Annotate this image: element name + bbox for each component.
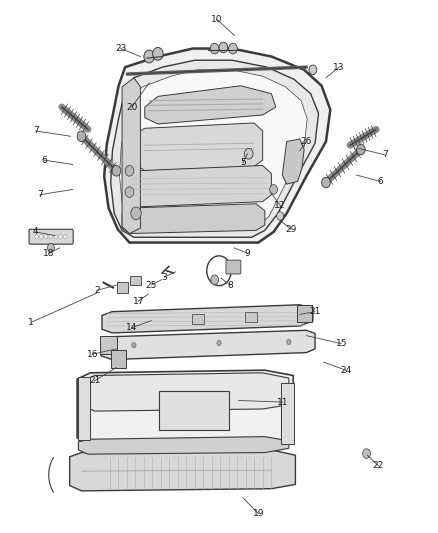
Circle shape	[35, 235, 38, 239]
FancyBboxPatch shape	[29, 229, 73, 244]
Circle shape	[44, 235, 48, 239]
Circle shape	[125, 187, 134, 197]
Circle shape	[39, 235, 43, 239]
Text: 4: 4	[33, 228, 39, 237]
FancyBboxPatch shape	[159, 391, 229, 430]
Polygon shape	[111, 60, 318, 237]
Text: 20: 20	[126, 102, 138, 111]
Text: 23: 23	[115, 44, 127, 53]
Text: 3: 3	[162, 273, 167, 281]
Circle shape	[270, 184, 278, 194]
Circle shape	[287, 340, 291, 345]
Circle shape	[144, 50, 154, 63]
Circle shape	[131, 207, 141, 220]
Polygon shape	[101, 330, 315, 360]
Text: 22: 22	[373, 462, 384, 470]
Polygon shape	[283, 139, 304, 184]
FancyBboxPatch shape	[111, 351, 126, 368]
Text: 6: 6	[378, 177, 383, 186]
Circle shape	[47, 244, 54, 252]
Text: 7: 7	[33, 126, 39, 135]
Polygon shape	[145, 86, 276, 124]
Text: 12: 12	[275, 201, 286, 210]
Text: 7: 7	[382, 150, 388, 159]
Circle shape	[64, 235, 67, 239]
Text: 6: 6	[42, 156, 47, 165]
Text: 5: 5	[240, 158, 246, 167]
Text: 17: 17	[132, 296, 144, 305]
FancyBboxPatch shape	[117, 282, 128, 293]
Circle shape	[210, 43, 219, 54]
Circle shape	[229, 43, 237, 54]
Polygon shape	[104, 49, 330, 243]
Polygon shape	[102, 305, 313, 333]
Circle shape	[59, 235, 62, 239]
Text: 10: 10	[211, 15, 223, 24]
Polygon shape	[122, 204, 265, 233]
Circle shape	[77, 131, 86, 142]
Circle shape	[357, 144, 365, 155]
Text: 14: 14	[126, 323, 138, 332]
Circle shape	[309, 65, 317, 75]
Text: 29: 29	[285, 225, 297, 234]
Text: 13: 13	[333, 63, 345, 71]
Circle shape	[277, 212, 284, 220]
Polygon shape	[136, 123, 263, 171]
FancyBboxPatch shape	[192, 314, 204, 325]
Circle shape	[152, 47, 163, 60]
Circle shape	[219, 42, 228, 53]
Text: 15: 15	[336, 339, 347, 348]
Circle shape	[112, 165, 121, 176]
Polygon shape	[84, 373, 289, 411]
Circle shape	[125, 165, 134, 176]
Text: 2: 2	[94, 286, 99, 295]
Polygon shape	[78, 437, 289, 454]
FancyBboxPatch shape	[100, 336, 117, 354]
Circle shape	[211, 275, 219, 285]
Text: 7: 7	[37, 190, 43, 199]
FancyBboxPatch shape	[131, 276, 141, 285]
FancyBboxPatch shape	[297, 305, 311, 322]
Text: 18: 18	[43, 249, 54, 258]
Text: 8: 8	[227, 280, 233, 289]
Text: 16: 16	[87, 350, 98, 359]
Text: 21: 21	[89, 376, 100, 385]
Polygon shape	[70, 450, 295, 491]
Text: 9: 9	[244, 249, 250, 258]
Polygon shape	[77, 370, 293, 445]
Text: 26: 26	[300, 137, 312, 146]
Text: 1: 1	[28, 318, 34, 327]
FancyBboxPatch shape	[282, 383, 294, 444]
Polygon shape	[127, 165, 272, 207]
Circle shape	[54, 235, 57, 239]
Polygon shape	[122, 78, 141, 233]
Circle shape	[244, 149, 253, 159]
Circle shape	[363, 449, 371, 458]
FancyBboxPatch shape	[78, 377, 90, 440]
Text: 25: 25	[146, 280, 157, 289]
FancyBboxPatch shape	[226, 260, 241, 274]
Circle shape	[321, 177, 330, 188]
Text: 24: 24	[340, 366, 351, 375]
Circle shape	[217, 341, 221, 346]
Text: 19: 19	[253, 509, 264, 518]
FancyBboxPatch shape	[245, 312, 257, 322]
Circle shape	[132, 343, 136, 348]
Circle shape	[49, 235, 53, 239]
Text: 21: 21	[309, 307, 321, 316]
Text: 11: 11	[276, 398, 288, 407]
Polygon shape	[120, 70, 307, 228]
